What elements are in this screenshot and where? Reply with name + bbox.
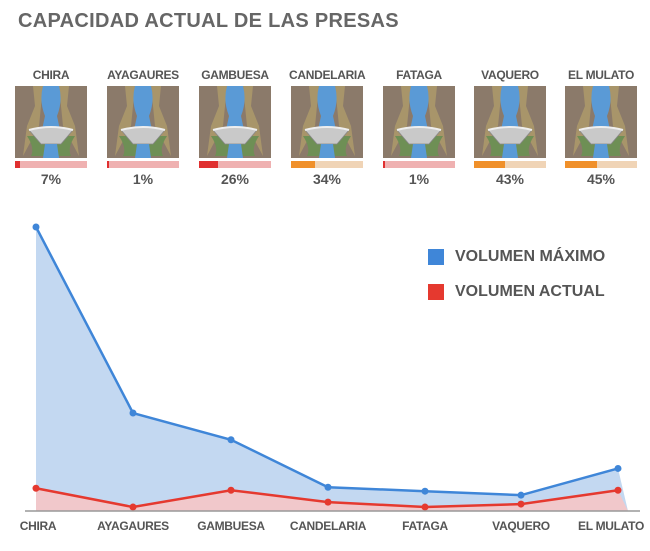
capacity-bar [107,161,179,168]
dam-name: VAQUERO [481,68,539,82]
capacity-bar [383,161,455,168]
capacity-percent: 45% [586,171,616,187]
dam-name: CHIRA [32,68,70,82]
dam-illustration-icon [15,86,87,158]
legend-swatch-blue [428,249,444,265]
legend-swatch-red [428,284,444,300]
x-tick-label: CHIRA [20,519,57,533]
x-tick-label: VAQUERO [492,519,550,533]
data-point [517,500,525,508]
dam-name: FATAGA [396,68,442,82]
series-area-1 [36,488,628,511]
capacity-percent: 7% [40,171,62,187]
dam-name: GAMBUESA [201,68,269,82]
dam-name: EL MULATO [568,68,634,82]
series-area-0 [36,226,628,511]
dam-card: VAQUERO 43% [472,66,548,187]
capacity-bar [474,161,546,168]
dam-name: CANDELARIA [289,68,366,82]
area-chart: CHIRA AYAGAURES GAMBUESA CANDELARIA FATAGA VA… [20,223,644,533]
data-point [517,491,525,499]
capacity-bar [199,161,271,168]
data-point [32,223,40,231]
capacity-fill [291,161,316,168]
dam-card: AYAGAURES 1% [105,66,181,187]
data-point [227,486,235,494]
dam-illustration-icon [291,86,363,158]
data-point [324,498,332,506]
capacity-percent: 43% [495,171,525,187]
dam-name: AYAGAURES [107,68,179,82]
data-point [227,436,235,444]
x-tick-label: EL MULATO [578,519,644,533]
dam-card: GAMBUESA 26% [197,66,273,187]
data-point [421,503,429,511]
capacity-percent: 1% [408,171,430,187]
x-tick-label: GAMBUESA [197,519,265,533]
legend-label: VOLUMEN ACTUAL [455,283,605,300]
data-point [32,484,40,492]
data-point [614,486,622,494]
x-tick-label: CANDELARIA [290,519,367,533]
dam-card: EL MULATO 45% [563,66,639,187]
capacity-bar [15,161,87,168]
capacity-fill [199,161,218,168]
capacity-bar [291,161,363,168]
capacity-percent: 34% [312,171,342,187]
capacity-fill [565,161,598,168]
capacity-fill [474,161,505,168]
dam-card: CHIRA 7% [13,66,89,187]
dam-illustration-icon [474,86,546,158]
legend-label: VOLUMEN MÁXIMO [455,248,606,265]
capacity-fill [107,161,110,168]
legend-item-actual: VOLUMEN ACTUAL [428,283,605,301]
dam-card: FATAGA 1% [381,66,457,187]
x-tick-label: AYAGAURES [97,519,169,533]
capacity-percent: 26% [220,171,250,187]
data-point [129,503,137,511]
dam-illustration-icon [565,86,637,158]
data-point [129,409,137,417]
dam-illustration-icon [383,86,455,158]
capacity-fill [383,161,386,168]
legend-item-max: VOLUMEN MÁXIMO [428,248,605,266]
dam-illustration-icon [199,86,271,158]
data-point [324,483,332,491]
page-title: CAPACIDAD ACTUAL DE LAS PRESAS [18,10,399,32]
capacity-fill [15,161,21,168]
data-point [614,464,622,472]
dam-illustration-icon [107,86,179,158]
dam-card: CANDELARIA 34% [289,66,366,187]
capacity-bar [565,161,637,168]
capacity-percent: 1% [132,171,154,187]
x-tick-label: FATAGA [402,519,448,533]
data-point [421,487,429,495]
